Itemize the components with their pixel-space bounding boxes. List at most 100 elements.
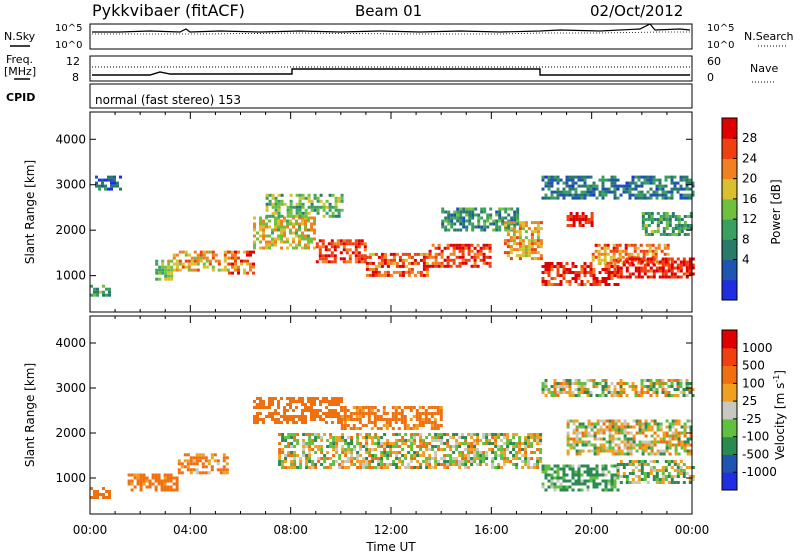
vel-cell: [418, 424, 422, 427]
power-cell: [322, 214, 326, 218]
vel-cell: [373, 412, 377, 415]
power-colorbar-tick-label: 12: [742, 212, 757, 226]
power-cell: [665, 227, 669, 230]
vel-cell: [470, 442, 474, 445]
vel-cell: [434, 439, 438, 442]
vel-cell: [404, 454, 408, 457]
vel-cell: [683, 434, 687, 438]
vel-cell: [377, 442, 381, 445]
power-cell: [604, 271, 608, 274]
power-cell: [181, 250, 185, 254]
vel-cell: [658, 469, 662, 472]
power-cell: [591, 252, 595, 256]
power-cell: [506, 245, 510, 249]
vel-cell: [461, 454, 465, 457]
power-cell: [283, 202, 287, 206]
vel-cell: [665, 443, 669, 447]
vel-cell: [575, 434, 579, 438]
vel-cell: [544, 473, 548, 477]
power-cell: [547, 274, 551, 277]
power-cell: [541, 265, 545, 268]
vel-cell: [649, 385, 653, 388]
power-cell: [598, 193, 602, 197]
power-cell: [619, 272, 623, 276]
vel-cell: [497, 433, 501, 436]
vel-cell: [680, 443, 684, 447]
power-cell: [565, 178, 569, 182]
power-cell: [468, 210, 472, 214]
vel-cell: [688, 391, 692, 394]
vel-cell: [524, 448, 528, 451]
vel-cell: [398, 457, 402, 460]
power-cell: [301, 234, 304, 238]
vel-cell: [386, 463, 390, 466]
power-cell: [577, 184, 581, 188]
power-cell: [565, 262, 569, 265]
x-tick-label: 00:00: [675, 523, 710, 537]
vel-cell: [530, 466, 534, 469]
vel-cell: [653, 419, 657, 423]
power-cell: [392, 270, 396, 274]
power-cell: [437, 261, 441, 265]
vel-cell: [341, 445, 345, 448]
power-cell: [298, 196, 302, 200]
power-cell: [167, 259, 171, 263]
power-cell: [492, 222, 496, 226]
power-cell: [158, 268, 162, 272]
vel-cell: [201, 471, 205, 475]
vel-cell: [373, 421, 377, 424]
power-band-7: [315, 239, 367, 264]
vel-cell: [274, 409, 277, 412]
power-cell: [170, 274, 174, 278]
power-cell: [351, 251, 355, 255]
power-cell: [327, 248, 331, 252]
vel-cell: [380, 463, 384, 466]
power-cell: [440, 255, 444, 259]
vel-cell: [292, 415, 295, 418]
power-cell: [680, 218, 684, 221]
power-cell: [164, 274, 168, 278]
power-cell: [656, 218, 660, 221]
vel-cell: [544, 385, 548, 388]
power-cell: [167, 274, 171, 278]
power-cell: [612, 255, 616, 259]
vel-cell: [608, 437, 612, 441]
power-cell: [512, 242, 516, 246]
vel-cell: [455, 442, 459, 445]
vel-cell: [307, 409, 310, 412]
power-cell: [190, 259, 194, 263]
power-cell: [568, 193, 572, 197]
power-cell: [289, 231, 292, 235]
power-cell: [167, 265, 171, 269]
power-cell: [688, 269, 692, 273]
power-cell: [253, 225, 256, 229]
vel-cell: [192, 459, 196, 463]
vel-cell: [604, 388, 608, 391]
vel-cell: [581, 443, 585, 447]
power-cell: [544, 271, 548, 274]
power-cell: [654, 258, 658, 262]
power-cell: [621, 255, 625, 259]
power-cell: [586, 271, 590, 274]
vel-cell: [674, 443, 678, 447]
power-cell: [507, 228, 511, 232]
vel-cell: [352, 424, 356, 427]
vel-cell: [277, 400, 280, 403]
power-cell: [610, 175, 614, 179]
vel-cell: [458, 451, 462, 454]
vel-cell: [587, 425, 591, 429]
power-cell: [507, 207, 511, 211]
vel-cell: [556, 473, 560, 477]
power-cell: [178, 268, 182, 272]
power-cell: [271, 228, 274, 232]
vel-cell: [644, 428, 648, 432]
power-cell: [640, 175, 644, 179]
power-cell: [422, 264, 426, 268]
vel-cell: [691, 394, 695, 397]
vel-cell: [562, 485, 566, 489]
power-cell: [468, 219, 472, 223]
power-cell: [631, 175, 635, 179]
vel-cell: [586, 464, 590, 468]
power-cell: [289, 228, 292, 232]
vel-cell: [632, 440, 636, 444]
